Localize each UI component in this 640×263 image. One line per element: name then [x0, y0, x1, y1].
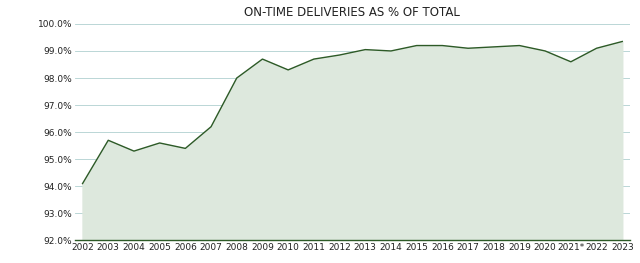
Title: ON-TIME DELIVERIES AS % OF TOTAL: ON-TIME DELIVERIES AS % OF TOTAL	[244, 6, 460, 19]
